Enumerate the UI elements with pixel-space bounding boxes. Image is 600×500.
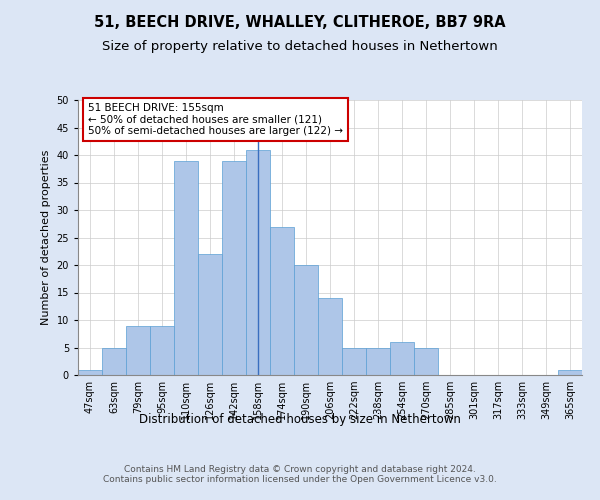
Bar bbox=[126, 326, 150, 375]
Bar bbox=[390, 342, 414, 375]
Bar bbox=[342, 348, 366, 375]
Bar bbox=[270, 226, 294, 375]
Bar bbox=[174, 160, 198, 375]
Bar bbox=[78, 370, 102, 375]
Text: Contains HM Land Registry data © Crown copyright and database right 2024.
Contai: Contains HM Land Registry data © Crown c… bbox=[103, 465, 497, 484]
Bar bbox=[246, 150, 270, 375]
Text: Size of property relative to detached houses in Nethertown: Size of property relative to detached ho… bbox=[102, 40, 498, 53]
Bar bbox=[198, 254, 222, 375]
Bar bbox=[558, 370, 582, 375]
Bar bbox=[318, 298, 342, 375]
Bar bbox=[222, 160, 246, 375]
Y-axis label: Number of detached properties: Number of detached properties bbox=[41, 150, 51, 325]
Text: 51, BEECH DRIVE, WHALLEY, CLITHEROE, BB7 9RA: 51, BEECH DRIVE, WHALLEY, CLITHEROE, BB7… bbox=[94, 15, 506, 30]
Bar bbox=[294, 265, 318, 375]
Bar bbox=[366, 348, 390, 375]
Bar bbox=[150, 326, 174, 375]
Text: 51 BEECH DRIVE: 155sqm
← 50% of detached houses are smaller (121)
50% of semi-de: 51 BEECH DRIVE: 155sqm ← 50% of detached… bbox=[88, 103, 343, 136]
Text: Distribution of detached houses by size in Nethertown: Distribution of detached houses by size … bbox=[139, 412, 461, 426]
Bar bbox=[414, 348, 438, 375]
Bar bbox=[102, 348, 126, 375]
